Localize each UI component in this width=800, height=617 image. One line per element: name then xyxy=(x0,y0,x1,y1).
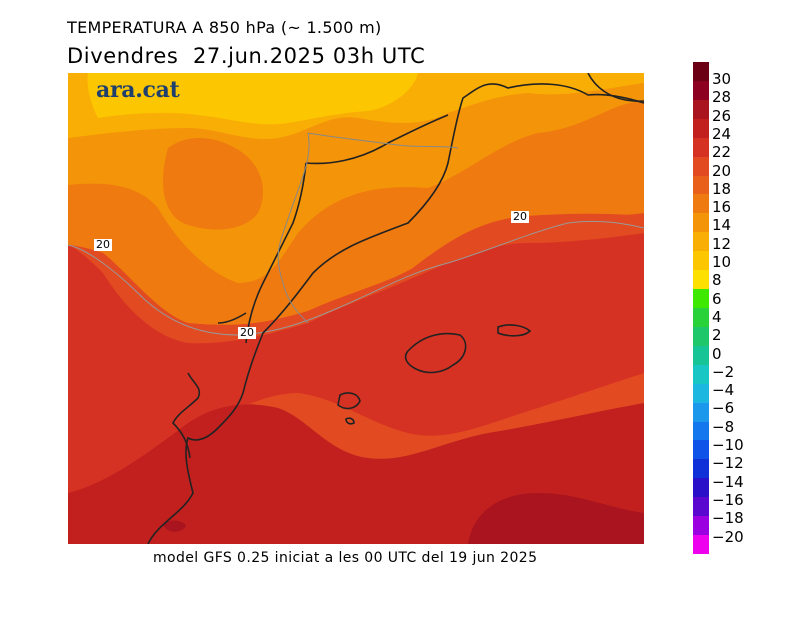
colorbar-tick-label: 4 xyxy=(712,307,722,326)
colorbar-tick-label: −14 xyxy=(712,472,744,491)
colorbar-segment xyxy=(693,80,709,101)
colorbar-tick-label: 18 xyxy=(712,179,732,198)
band-22-24 xyxy=(68,233,644,493)
colorbar-tick-label: 24 xyxy=(712,124,732,143)
colorbar-segment xyxy=(693,289,709,309)
colorbar-segment xyxy=(693,383,709,404)
colorbar-segment xyxy=(693,175,709,195)
colorbar-segment xyxy=(693,459,709,479)
band-26-28-a xyxy=(468,493,644,544)
colorbar-tick-label: −16 xyxy=(712,490,744,509)
colorbar-tick-label: −8 xyxy=(712,417,735,436)
colorbar-tick-label: 8 xyxy=(712,271,722,290)
contour-label-20-west: 20 xyxy=(94,238,112,251)
model-footer: model GFS 0.25 iniciat a les 00 UTC del … xyxy=(153,550,538,566)
colorbar-segment xyxy=(693,364,709,385)
colorbar-segment xyxy=(693,402,709,423)
borders xyxy=(277,132,459,324)
temperature-field xyxy=(68,73,644,544)
colorbar-segment xyxy=(693,232,709,252)
ara-cat-logo: ara.cat xyxy=(96,77,180,103)
colorbar-tick-label: 16 xyxy=(712,198,732,217)
colorbar-segment xyxy=(693,270,709,290)
title-line-2: Divendres 27.jun.2025 03h UTC xyxy=(67,44,426,68)
colorbar-tick-label: 20 xyxy=(712,161,732,180)
title-line-1: TEMPERATURA A 850 hPa (~ 1.500 m) xyxy=(67,18,382,37)
colorbar-segment xyxy=(693,516,709,536)
colorbar-segment xyxy=(693,535,709,555)
colorbar-segment xyxy=(693,156,709,177)
colorbar-segment xyxy=(693,118,709,139)
colorbar-segment xyxy=(693,421,709,441)
colorbar-tick-label: 22 xyxy=(712,143,732,162)
colorbar-segment xyxy=(693,99,709,120)
temperature-map: ara.cat 20 20 20 xyxy=(68,73,644,544)
colorbar-tick-label: 2 xyxy=(712,326,722,345)
colorbar-tick-label: 10 xyxy=(712,253,732,271)
colorbar-tick-label: −10 xyxy=(712,436,744,454)
colorbar-segment xyxy=(693,345,709,366)
isotherm-lines xyxy=(68,220,644,336)
contour-label-20-east: 20 xyxy=(511,210,529,223)
colorbar-tick-label: −18 xyxy=(712,509,744,528)
colorbar-segment xyxy=(693,213,709,233)
colorbar-segment xyxy=(693,326,709,347)
colorbar-tick-label: 26 xyxy=(712,106,732,125)
colorbar-segment xyxy=(693,62,709,82)
colorbar-tick-label: −12 xyxy=(712,454,744,473)
colorbar-segment xyxy=(693,251,709,271)
colorbar-tick-label: 30 xyxy=(712,70,732,88)
colorbar-segment xyxy=(693,478,709,498)
blob-16 xyxy=(163,137,263,230)
islands xyxy=(337,324,532,425)
colorbar-segment xyxy=(693,308,709,328)
contour-label-20-center: 20 xyxy=(238,326,256,339)
colorbar-tick-label: 0 xyxy=(712,344,722,363)
band-26-28-b xyxy=(163,520,186,532)
band-20 xyxy=(68,213,644,335)
colorbar-tick-label: −6 xyxy=(712,399,735,418)
colorbar-tick-label: −4 xyxy=(712,381,735,400)
colorbar-segment xyxy=(693,194,709,214)
band-10-12 xyxy=(87,73,419,125)
colorbar-segment xyxy=(693,497,709,517)
colorbar-tick-label: −20 xyxy=(712,527,744,546)
colorbar-tick-label: 14 xyxy=(712,216,732,235)
colorbar-tick-label: 12 xyxy=(712,234,732,253)
colorbar-segment xyxy=(693,440,709,460)
colorbar-tick-label: 6 xyxy=(712,289,722,308)
colorbar-tick-label: 28 xyxy=(712,88,732,107)
colorbar-segment xyxy=(693,137,709,158)
temperature-colorbar xyxy=(693,62,709,555)
colorbar-tick-label: −2 xyxy=(712,362,735,381)
